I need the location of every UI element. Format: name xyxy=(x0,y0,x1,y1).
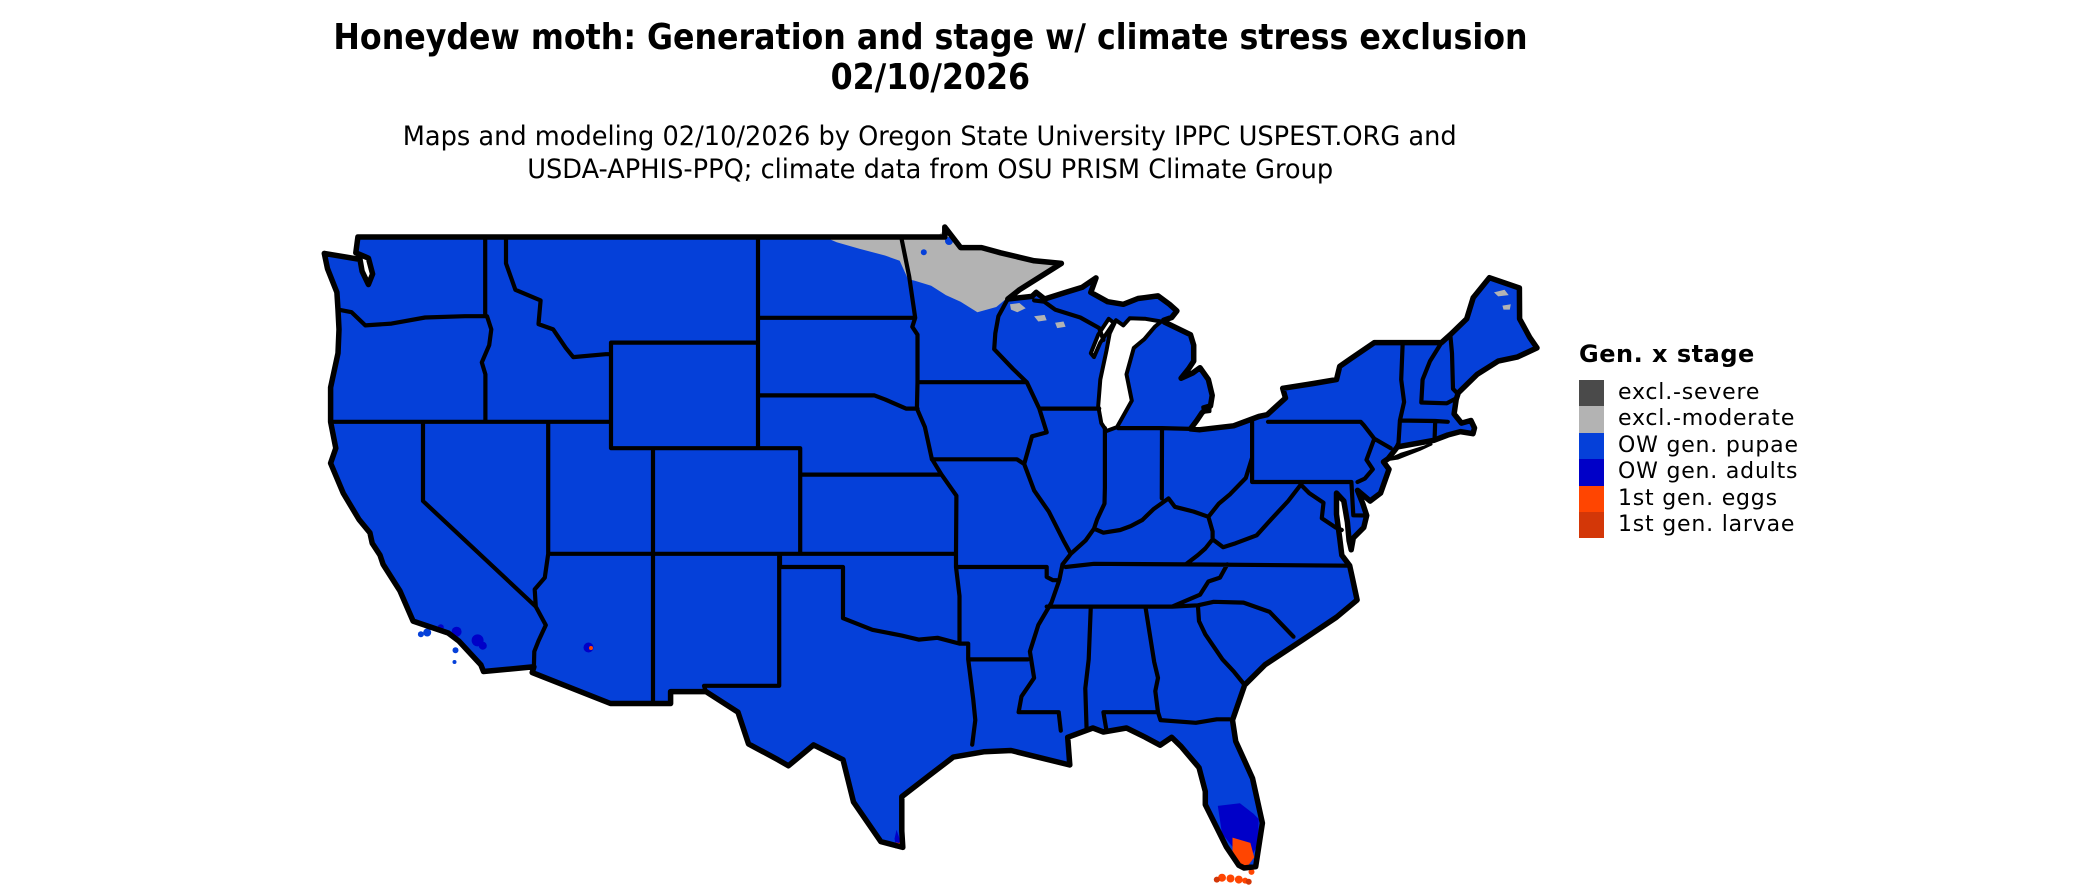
excl-severe-swatch xyxy=(1579,380,1604,407)
legend-item-ow-adults: OW gen. adults xyxy=(1579,459,1799,486)
page-title-line2: 02/10/2026 xyxy=(830,57,1030,98)
first-larvae-swatch xyxy=(1579,511,1604,539)
subtitle: Maps and modeling 02/10/2026 by Oregon S… xyxy=(0,120,1860,186)
subtitle-line2: USDA-APHIS-PPQ; climate data from OSU PR… xyxy=(527,154,1333,185)
page-title-line1: Honeydew moth: Generation and stage w/ c… xyxy=(332,17,1528,58)
ow-pupae-swatch xyxy=(1579,432,1604,460)
ow-adults-swatch xyxy=(1579,459,1604,486)
legend-item-1st-eggs: 1st gen. eggs xyxy=(1579,485,1799,512)
subtitle-line1: Maps and modeling 02/10/2026 by Oregon S… xyxy=(403,121,1457,152)
excl-moderate-swatch xyxy=(1579,406,1604,433)
legend-item-excl-moderate: excl.-moderate xyxy=(1579,406,1799,433)
header: Honeydew moth: Generation and stage w/ c… xyxy=(0,18,1860,186)
legend-item-1st-larvae: 1st gen. larvae xyxy=(1579,511,1799,539)
legend-item-ow-pupae: OW gen. pupae xyxy=(1579,432,1799,460)
legend-item-excl-severe: excl.-severe xyxy=(1579,380,1799,407)
map-legend: Gen. x stage excl.-severe excl.-moderate… xyxy=(1579,340,1799,539)
first-eggs-swatch xyxy=(1579,485,1604,512)
legend-title: Gen. x stage xyxy=(1579,340,1755,368)
